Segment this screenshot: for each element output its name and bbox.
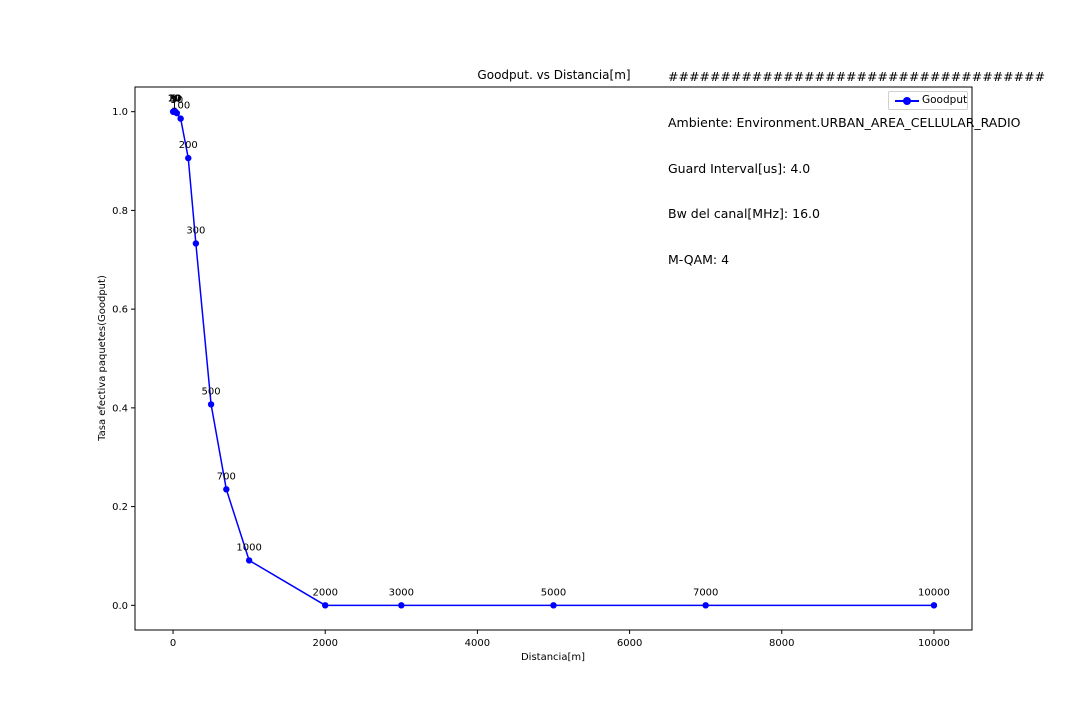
y-tick-label: 1.0 — [112, 107, 128, 118]
point-label: 5 — [170, 94, 176, 105]
point-label: 500 — [202, 386, 221, 397]
point-label: 1000 — [236, 542, 261, 553]
point-label: 200 — [179, 140, 198, 151]
data-point — [185, 154, 192, 162]
info-annotation: #################################### Amb… — [668, 39, 1045, 282]
chart-legend: Goodput — [888, 91, 968, 110]
x-axis-label: Distancia[m] — [521, 652, 585, 663]
data-point — [207, 401, 215, 408]
data-point — [930, 602, 938, 609]
y-tick-label: 0.6 — [112, 305, 128, 316]
data-point — [192, 240, 200, 247]
data-point — [245, 557, 253, 564]
chart-title: Goodput. vs Distancia[m] — [477, 68, 631, 82]
y-tick-label: 0.2 — [112, 502, 128, 513]
x-axis-ticks: 0 2000 4000 6000 8000 10000 — [170, 630, 950, 649]
point-label: 50 — [170, 95, 183, 106]
point-label: 2000 — [313, 587, 338, 598]
x-tick-label: 6000 — [617, 638, 642, 649]
point-label: 100 — [171, 101, 190, 112]
info-line-bandwidth: Bw del canal[MHz]: 16.0 — [668, 206, 820, 222]
info-line-guard-interval: Guard Interval[us]: 4.0 — [668, 160, 811, 176]
point-label: 10000 — [918, 587, 950, 598]
y-axis-ticks: 0.0 0.2 0.4 0.6 0.8 1.0 — [112, 107, 135, 612]
data-point — [322, 602, 329, 609]
point-label: 5000 — [541, 587, 566, 598]
point-label: 30 — [169, 94, 182, 105]
point-label: 300 — [186, 225, 205, 236]
point-label: 3000 — [389, 587, 414, 598]
x-tick-label: 10000 — [918, 638, 950, 649]
info-line-mqam: M-QAM: 4 — [668, 251, 730, 267]
data-point — [702, 602, 709, 609]
data-point — [173, 109, 181, 117]
data-point — [398, 602, 405, 609]
plot-area — [134, 86, 973, 631]
y-axis-label: Tasa efectiva paquetes(Goodput) — [97, 275, 108, 442]
data-point — [550, 602, 557, 609]
y-tick-label: 0.0 — [112, 601, 128, 612]
point-label: 10 — [167, 94, 180, 105]
legend-label-goodput: Goodput — [922, 94, 968, 106]
point-label: 700 — [217, 471, 236, 482]
x-tick-label: 0 — [170, 638, 176, 649]
y-tick-label: 0.4 — [112, 403, 128, 414]
point-label: 1 — [170, 94, 176, 105]
data-point — [177, 115, 184, 122]
x-tick-label: 2000 — [313, 638, 338, 649]
point-label: 7000 — [693, 587, 718, 598]
info-line-separator: #################################### — [668, 69, 1046, 85]
data-point — [223, 486, 230, 493]
legend-dot-marker — [903, 97, 911, 105]
x-tick-label: 8000 — [769, 638, 794, 649]
info-line-environment: Ambiente: Environment.URBAN_AREA_CELLULA… — [668, 115, 1021, 130]
y-tick-label: 0.8 — [112, 206, 128, 217]
x-tick-label: 4000 — [465, 638, 490, 649]
point-label: 20 — [168, 94, 181, 105]
